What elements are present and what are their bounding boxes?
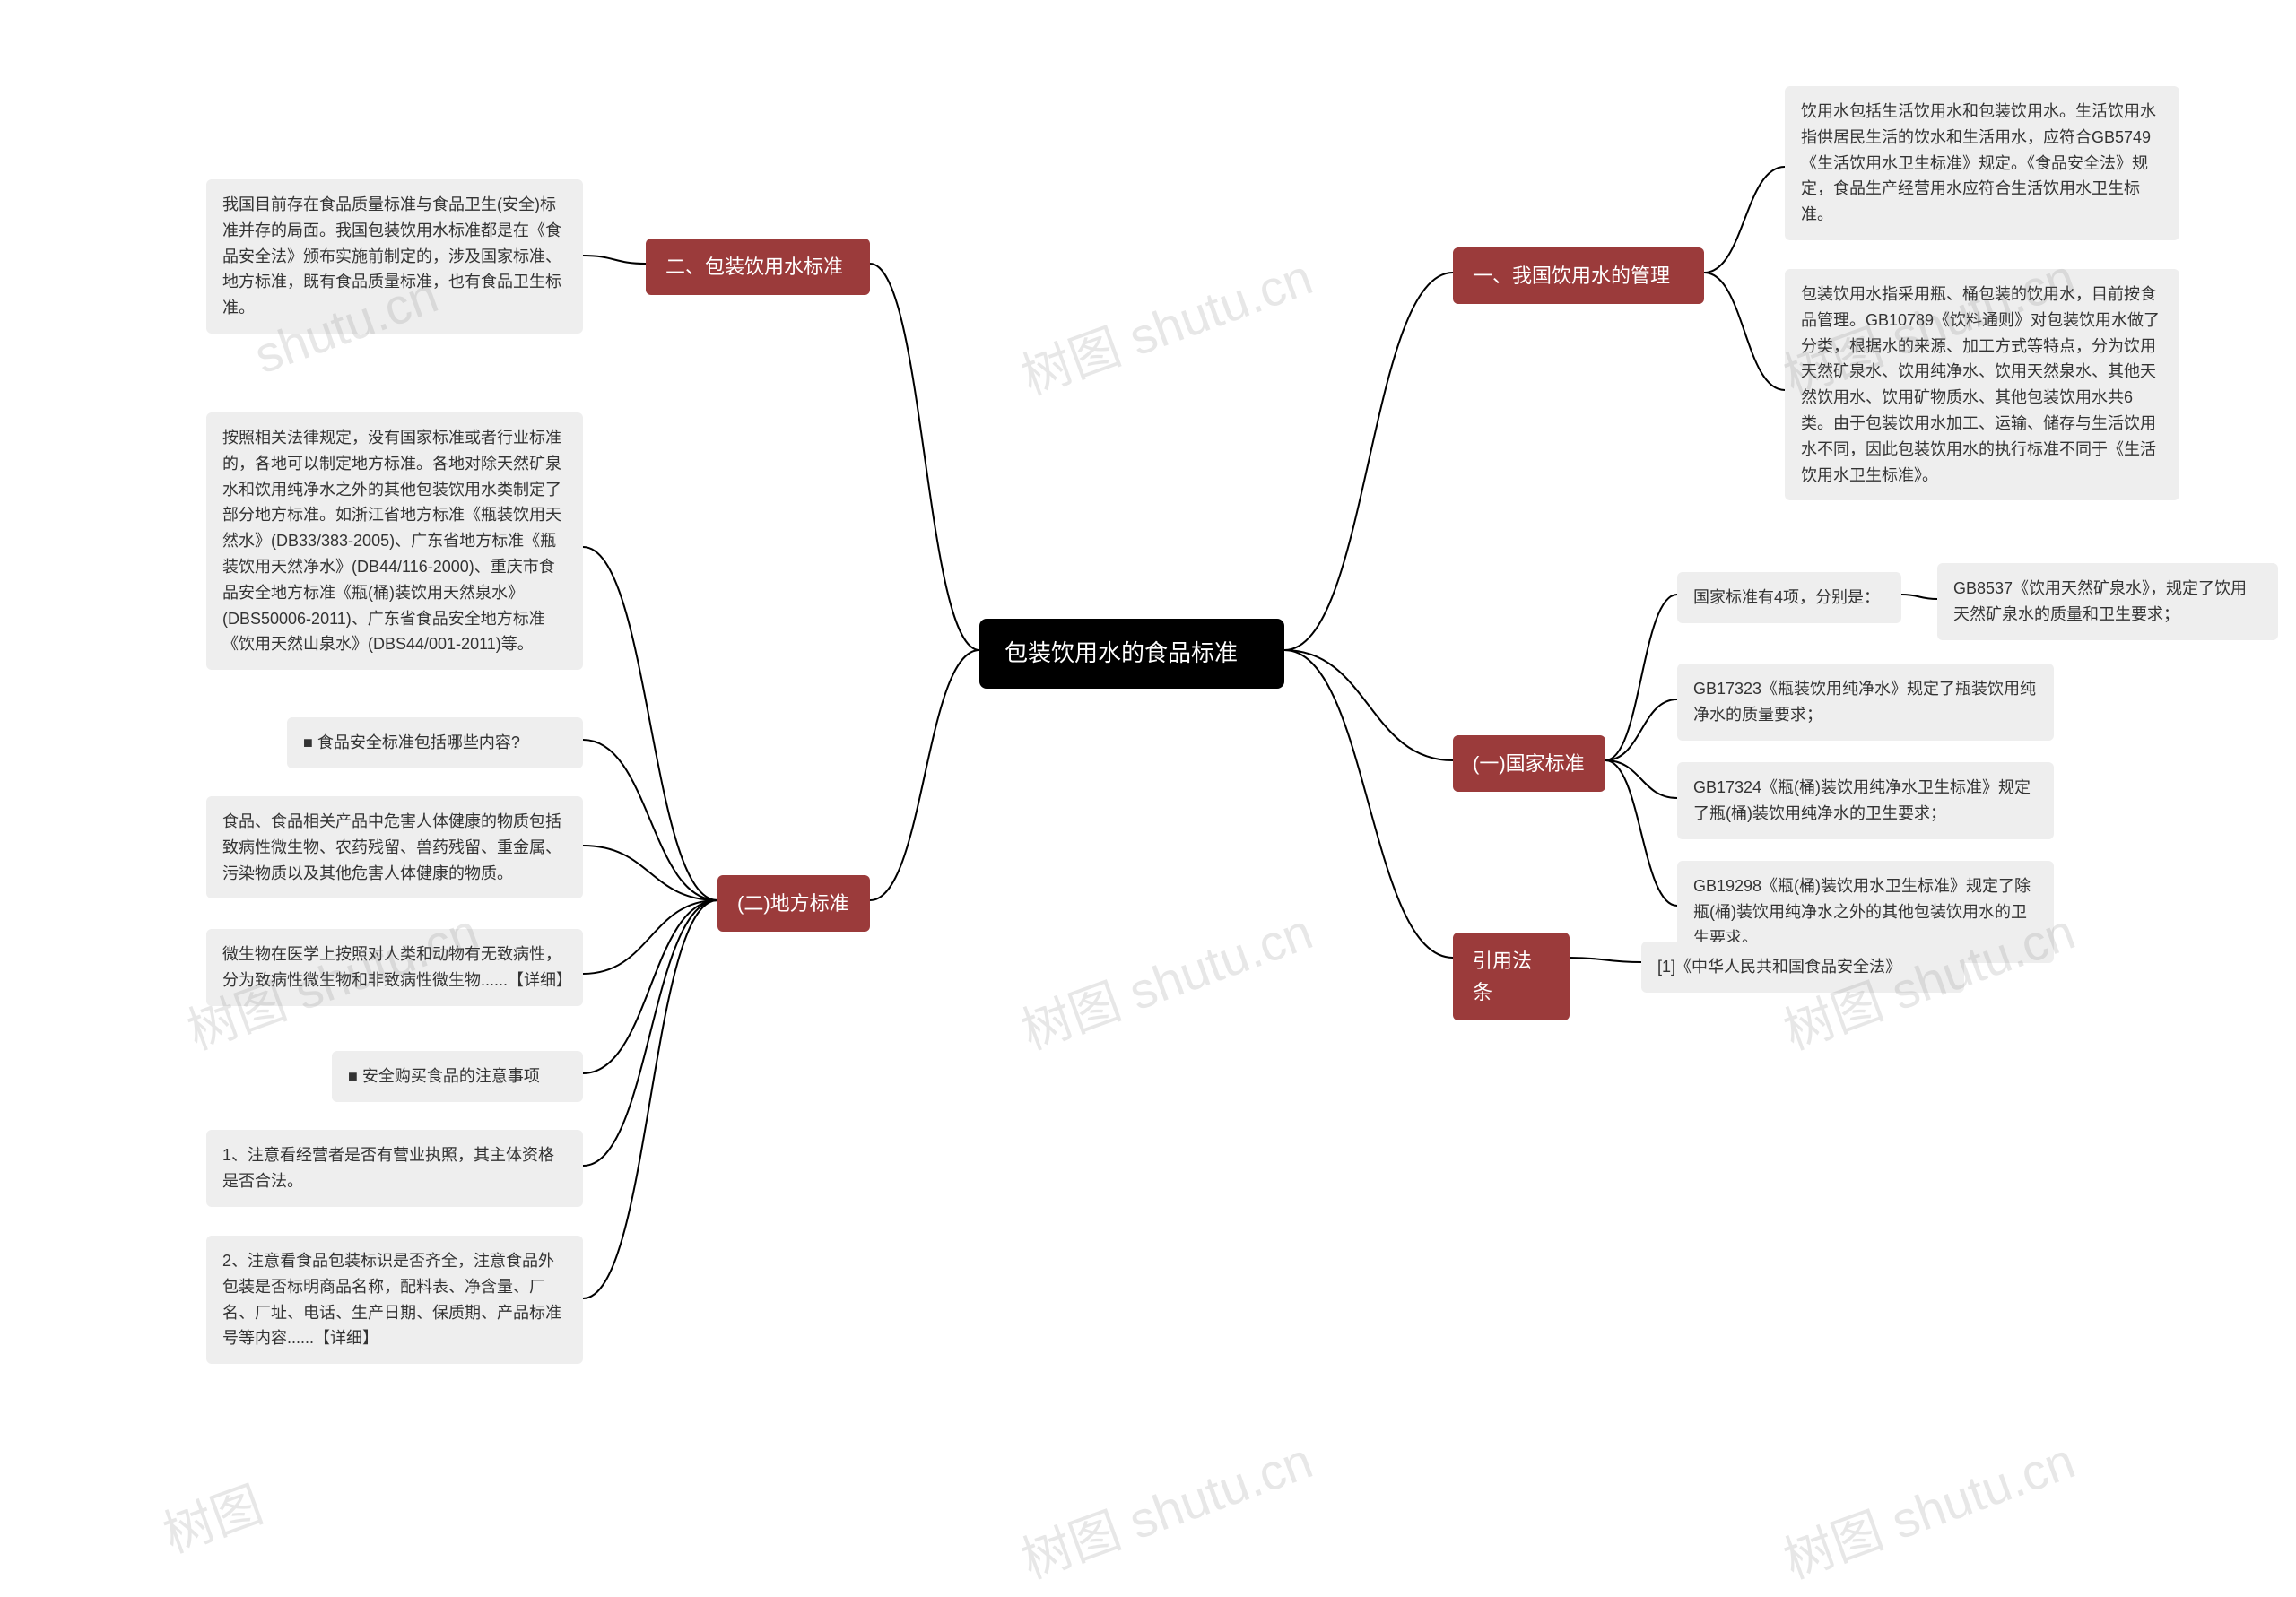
- watermark-1: 树图 shutu.cn: [1010, 237, 1321, 409]
- primary-l2: (二)地方标准: [718, 875, 870, 932]
- primary-l1: 二、包装饮用水标准: [646, 239, 870, 295]
- primary-r1: 一、我国饮用水的管理: [1453, 247, 1704, 304]
- watermark-7: 树图 shutu.cn: [1010, 1420, 1321, 1593]
- leaf-8: 我国目前存在食品质量标准与食品卫生(安全)标准并存的局面。我国包装饮用水标准都是…: [206, 179, 583, 334]
- leaf-1: 包装饮用水指采用瓶、桶包装的饮用水，目前按食品管理。GB10789《饮料通则》对…: [1785, 269, 2179, 500]
- leaf-5: GB17324《瓶(桶)装饮用纯净水卫生标准》规定了瓶(桶)装饮用纯净水的卫生要…: [1677, 762, 2054, 839]
- leaf-10: 食品安全标准包括哪些内容?: [287, 717, 583, 768]
- leaf-2: 国家标准有4项，分别是：: [1677, 572, 1901, 623]
- leaf-4: GB17323《瓶装饮用纯净水》规定了瓶装饮用纯净水的质量要求；: [1677, 664, 2054, 741]
- leaf-12: 微生物在医学上按照对人类和动物有无致病性，分为致病性微生物和非致病性微生物...…: [206, 929, 583, 1006]
- leaf-11: 食品、食品相关产品中危害人体健康的物质包括致病性微生物、农药残留、兽药残留、重金…: [206, 796, 583, 898]
- leaf-13: 安全购买食品的注意事项: [332, 1051, 583, 1102]
- primary-r3: 引用法条: [1453, 933, 1570, 1020]
- mindmap-canvas: 包装饮用水的食品标准 一、我国饮用水的管理 (一)国家标准引用法条 二、包装饮用水标准…: [0, 0, 2296, 1597]
- leaf-7: [1]《中华人民共和国食品安全法》: [1641, 942, 1964, 993]
- watermark-6: 树图: [152, 1464, 272, 1567]
- root-node: 包装饮用水的食品标准: [979, 619, 1284, 689]
- leaf-3: GB8537《饮用天然矿泉水》，规定了饮用天然矿泉水的质量和卫生要求；: [1937, 563, 2278, 640]
- watermark-4: 树图 shutu.cn: [1010, 891, 1321, 1063]
- leaf-9: 按照相关法律规定，没有国家标准或者行业标准的，各地可以制定地方标准。各地对除天然…: [206, 412, 583, 670]
- watermark-8: 树图 shutu.cn: [1772, 1420, 2083, 1593]
- primary-r2: (一)国家标准: [1453, 735, 1605, 792]
- leaf-0: 饮用水包括生活饮用水和包装饮用水。生活饮用水指供居民生活的饮水和生活用水，应符合…: [1785, 86, 2179, 240]
- leaf-14: 1、注意看经营者是否有营业执照，其主体资格是否合法。: [206, 1130, 583, 1207]
- leaf-15: 2、注意看食品包装标识是否齐全，注意食品外包装是否标明商品名称，配料表、净含量、…: [206, 1236, 583, 1364]
